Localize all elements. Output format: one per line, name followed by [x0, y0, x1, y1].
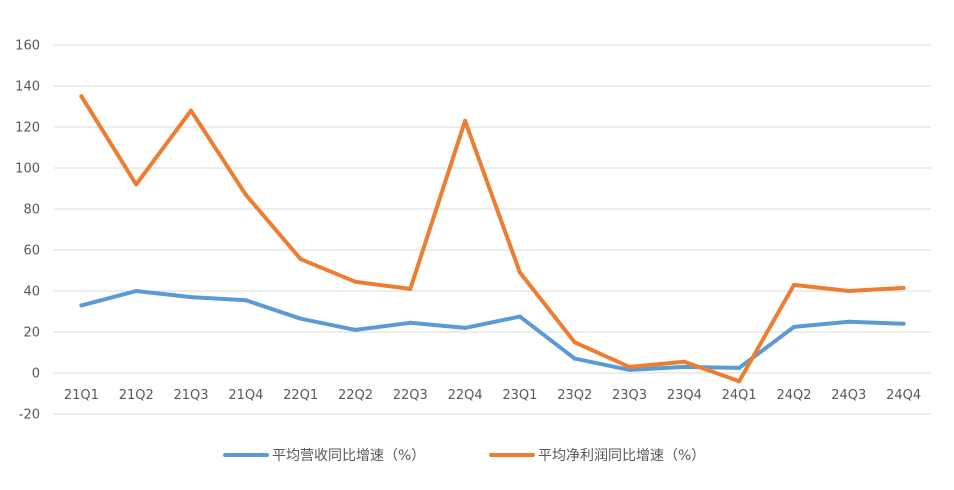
y-tick-label: 100 [15, 162, 40, 177]
data-point [901, 321, 906, 326]
x-tick-label: 22Q1 [283, 388, 318, 403]
data-point [791, 282, 796, 287]
x-tick-label: 21Q2 [119, 388, 154, 403]
x-tick-label: 23Q1 [502, 388, 537, 403]
data-point [189, 295, 194, 300]
data-point [134, 289, 139, 293]
y-axis-ticks: -20 0 20 40 60 80 100 120 140 160 [15, 39, 40, 423]
data-point [627, 367, 632, 372]
x-tick-label: 22Q4 [448, 388, 483, 403]
data-point [682, 359, 687, 364]
data-point [517, 270, 522, 275]
data-point [901, 285, 906, 290]
data-point [298, 257, 303, 262]
data-point [737, 365, 742, 370]
data-point [682, 364, 687, 369]
data-point [353, 327, 358, 332]
series-lines [79, 94, 906, 384]
x-axis-ticks: 21Q1 21Q2 21Q3 21Q4 22Q1 22Q2 22Q3 22Q4 23Q1 23Q2… [64, 388, 921, 403]
legend: 平均营收同比增速（%） 平均净利润同比增速（%） [223, 448, 705, 464]
data-point [791, 324, 796, 329]
data-point [463, 325, 468, 330]
x-tick-label: 21Q1 [64, 388, 99, 403]
x-tick-label: 22Q2 [338, 388, 373, 403]
y-tick-label: 160 [15, 39, 40, 54]
data-point [846, 289, 851, 293]
data-point [517, 314, 522, 319]
series-line-net-profit [79, 94, 906, 384]
legend-label-net-profit: 平均净利润同比增速（%） [538, 448, 705, 464]
x-tick-label: 24Q1 [722, 388, 757, 403]
data-point [79, 303, 84, 308]
x-tick-label: 23Q4 [667, 388, 702, 403]
x-tick-label: 23Q2 [557, 388, 592, 403]
data-point [463, 118, 468, 123]
y-tick-label: -20 [19, 408, 40, 423]
y-tick-label: 20 [23, 326, 40, 341]
y-tick-label: 40 [23, 285, 40, 300]
y-tick-label: 0 [32, 367, 40, 382]
data-point [134, 182, 139, 187]
gridlines [54, 44, 931, 415]
data-point [189, 108, 194, 113]
x-tick-label: 24Q2 [776, 388, 811, 403]
y-tick-label: 80 [23, 203, 40, 218]
x-tick-label: 24Q4 [886, 388, 921, 403]
data-point [408, 320, 413, 325]
data-point [572, 340, 577, 345]
data-point [353, 279, 358, 284]
y-tick-label: 60 [23, 244, 40, 259]
x-tick-label: 21Q3 [174, 388, 209, 403]
series-line-revenue [79, 289, 906, 372]
y-tick-label: 120 [15, 121, 40, 136]
data-point [572, 356, 577, 361]
data-point [737, 379, 742, 384]
data-point [79, 94, 84, 99]
x-tick-label: 22Q3 [393, 388, 428, 403]
data-point [243, 192, 248, 197]
x-tick-label: 24Q3 [831, 388, 866, 403]
data-point [846, 319, 851, 324]
data-point [408, 286, 413, 291]
data-point [627, 364, 632, 369]
x-tick-label: 21Q4 [228, 388, 263, 403]
legend-label-revenue: 平均营收同比增速（%） [272, 448, 425, 464]
y-tick-label: 140 [15, 80, 40, 95]
data-point [298, 316, 303, 321]
data-point [243, 298, 248, 303]
x-tick-label: 23Q3 [612, 388, 647, 403]
